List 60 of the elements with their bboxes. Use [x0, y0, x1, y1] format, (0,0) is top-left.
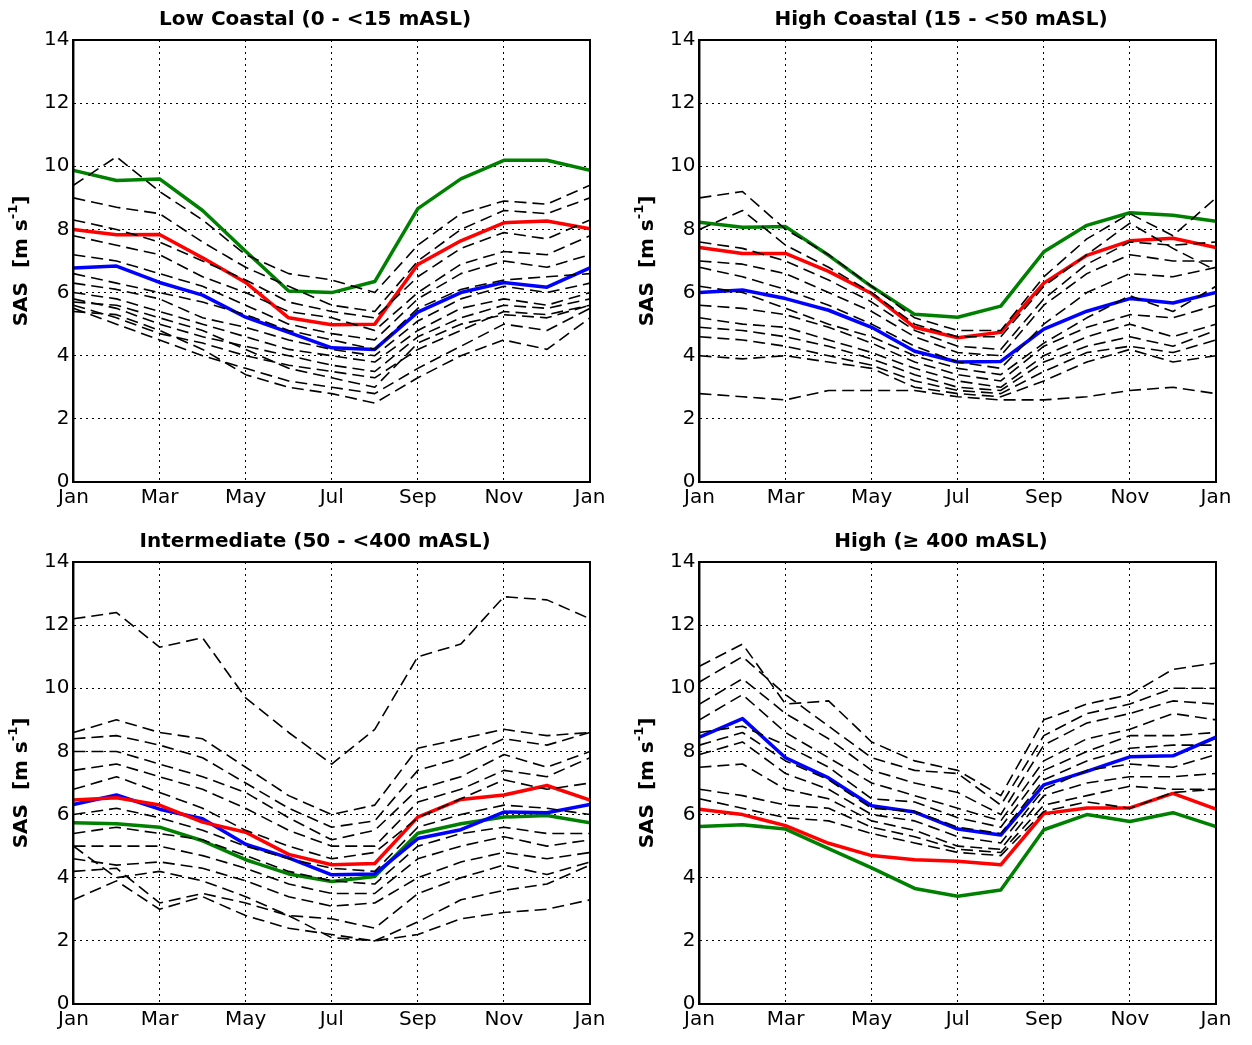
x-tick-label: Nov	[1110, 484, 1150, 509]
y-tick-label: 10	[670, 152, 696, 177]
chart-title: Intermediate (50 - <400 mASL)	[139, 528, 491, 553]
x-tick-label: Jul	[943, 1006, 970, 1031]
chart-title: High Coastal (15 - <50 mASL)	[774, 6, 1108, 31]
x-tick-label: Sep	[1024, 484, 1063, 509]
y-tick-label: 8	[682, 737, 696, 762]
y-axis-title: SAS [m s-1]	[631, 195, 659, 327]
y-tick-label: 10	[670, 674, 696, 699]
y-axis-title: SAS [m s-1]	[5, 717, 33, 849]
y-tick-label: 4	[56, 863, 70, 888]
chart-title: Low Coastal (0 - <15 mASL)	[158, 6, 472, 31]
y-tick-label: 2	[682, 927, 696, 952]
y-tick-label: 2	[682, 405, 696, 430]
y-tick-label: 12	[670, 89, 696, 114]
x-tick-label: Jan	[1198, 484, 1232, 509]
y-tick-label: 10	[44, 152, 70, 177]
x-tick-label: Nov	[484, 484, 524, 509]
x-tick-label: Jul	[943, 484, 970, 509]
y-tick-label: 8	[56, 737, 70, 762]
y-tick-label: 8	[56, 215, 70, 240]
y-tick-label: 6	[56, 800, 70, 825]
x-tick-label: May	[224, 1006, 267, 1031]
y-tick-label: 2	[56, 927, 70, 952]
x-tick-label: Jan	[572, 484, 606, 509]
x-tick-label: Mar	[766, 1006, 806, 1031]
y-tick-label: 4	[682, 863, 696, 888]
y-axis-title: SAS [m s-1]	[5, 195, 33, 327]
x-tick-label: Sep	[398, 1006, 437, 1031]
y-tick-label: 6	[682, 800, 696, 825]
y-tick-label: 14	[670, 26, 696, 51]
x-tick-label: Nov	[484, 1006, 524, 1031]
y-tick-label: 14	[44, 26, 70, 51]
x-tick-label: May	[850, 484, 893, 509]
y-tick-label: 14	[44, 548, 70, 573]
y-tick-label: 4	[56, 341, 70, 366]
y-tick-label: 10	[44, 674, 70, 699]
x-tick-label: Mar	[140, 1006, 180, 1031]
chart-title: High (≥ 400 mASL)	[834, 528, 1048, 553]
y-tick-label: 2	[56, 405, 70, 430]
x-tick-label: Jan	[1198, 1006, 1232, 1031]
x-tick-label: Jul	[317, 484, 344, 509]
x-tick-label: May	[850, 1006, 893, 1031]
x-tick-label: Sep	[398, 484, 437, 509]
y-tick-label: 14	[670, 548, 696, 573]
y-tick-label: 12	[44, 89, 70, 114]
x-tick-label: Jan	[572, 1006, 606, 1031]
y-tick-label: 6	[56, 278, 70, 303]
x-tick-label: Nov	[1110, 1006, 1150, 1031]
x-tick-label: May	[224, 484, 267, 509]
y-tick-label: 12	[670, 611, 696, 636]
y-tick-label: 12	[44, 611, 70, 636]
x-tick-label: Sep	[1024, 1006, 1063, 1031]
y-tick-label: 6	[682, 278, 696, 303]
y-axis-title: SAS [m s-1]	[631, 717, 659, 849]
y-tick-label: 8	[682, 215, 696, 240]
x-tick-label: Mar	[766, 484, 806, 509]
x-tick-label: Jul	[317, 1006, 344, 1031]
y-tick-label: 4	[682, 341, 696, 366]
x-tick-label: Mar	[140, 484, 180, 509]
